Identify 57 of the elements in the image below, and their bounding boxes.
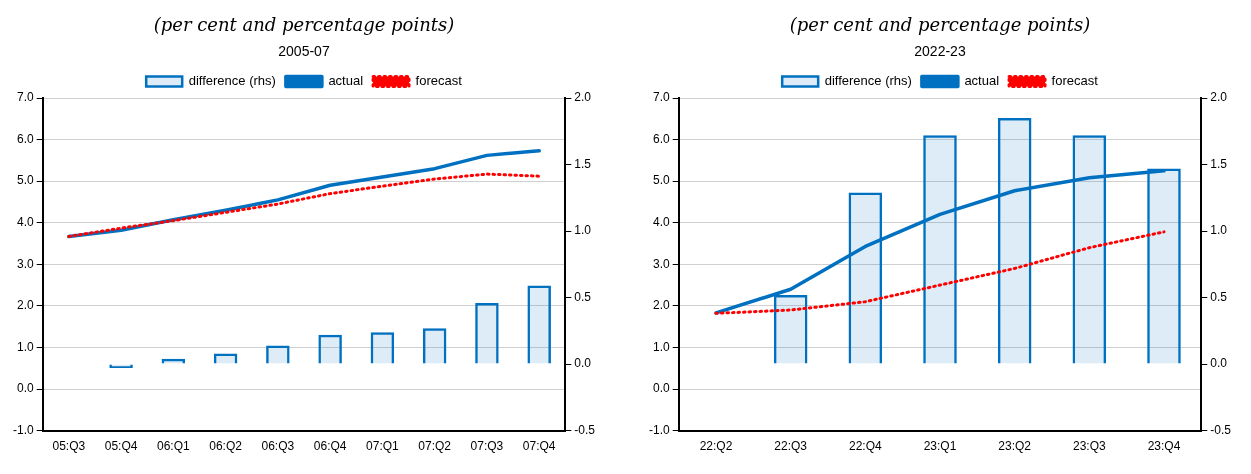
chart-subtitle: 2022-23 (913, 43, 967, 59)
x-tick-label: 23:Q3 (1072, 439, 1106, 454)
y2-tick-label: -0.5 (574, 422, 596, 437)
y2-tick-label: 1.0 (574, 223, 592, 238)
y2-tick-label: 1.5 (574, 156, 592, 171)
y2-tick-label: 0.5 (1210, 289, 1228, 304)
x-tick-label: 07:Q4 (522, 439, 556, 454)
x-tick-label: 05:Q4 (104, 439, 138, 454)
y2-tick-label: 1.5 (1210, 156, 1228, 171)
y-tick-label: 0.0 (652, 381, 670, 396)
y-tick-label: 7.0 (16, 90, 34, 105)
x-tick-label: 07:Q3 (470, 439, 504, 454)
legend-label: forecast (415, 73, 463, 89)
y2-tick-label: 2.0 (574, 90, 592, 105)
legend-label: difference (rhs) (824, 73, 912, 89)
legend-label: difference (rhs) (188, 73, 276, 89)
y-tick-label: 5.0 (16, 173, 34, 188)
x-tick-label: 22:Q4 (848, 439, 882, 454)
x-tick-label: 22:Q2 (699, 439, 733, 454)
y-tick-label: 0.0 (16, 381, 34, 396)
y-tick-label: 2.0 (16, 298, 34, 313)
y-tick-label: 1.0 (16, 339, 34, 354)
y-tick-label: 4.0 (16, 215, 34, 230)
y-tick-label: -1.0 (12, 422, 34, 437)
x-tick-label: 07:Q2 (418, 439, 452, 454)
legend-label: forecast (1051, 73, 1099, 89)
x-tick-label: 06:Q1 (156, 439, 190, 454)
x-tick-label: 22:Q3 (774, 439, 808, 454)
x-tick-label: 23:Q1 (923, 439, 957, 454)
y-tick-label: 6.0 (652, 131, 670, 146)
y-tick-label: 3.0 (16, 256, 34, 271)
chart-title: (per cent and percentage points) (152, 14, 456, 35)
x-tick-label: 23:Q4 (1147, 439, 1181, 454)
chart-title: (per cent and percentage points) (788, 14, 1092, 35)
x-tick-label: 06:Q3 (261, 439, 295, 454)
y2-tick-label: 0.0 (1210, 356, 1228, 371)
x-tick-label: 06:Q4 (313, 439, 347, 454)
y-tick-label: 6.0 (16, 131, 34, 146)
x-tick-label: 05:Q3 (52, 439, 86, 454)
y2-tick-label: 0.5 (574, 289, 592, 304)
y2-tick-label: 2.0 (1210, 90, 1228, 105)
y-tick-label: 1.0 (652, 339, 670, 354)
x-tick-label: 06:Q2 (209, 439, 243, 454)
chart-subtitle: 2005-07 (277, 43, 331, 59)
y-tick-label: 3.0 (652, 256, 670, 271)
y-tick-label: 7.0 (652, 90, 670, 105)
x-tick-label: 23:Q2 (998, 439, 1032, 454)
y-tick-label: 5.0 (652, 173, 670, 188)
y2-tick-label: 0.0 (574, 356, 592, 371)
y-tick-label: 4.0 (652, 215, 670, 230)
y2-tick-label: -0.5 (1210, 422, 1232, 437)
legend-label: actual (964, 73, 1000, 89)
y2-tick-label: 1.0 (1210, 223, 1228, 238)
x-tick-label: 07:Q1 (366, 439, 400, 454)
y-tick-label: -1.0 (648, 422, 670, 437)
legend-label: actual (328, 73, 364, 89)
y-tick-label: 2.0 (652, 298, 670, 313)
